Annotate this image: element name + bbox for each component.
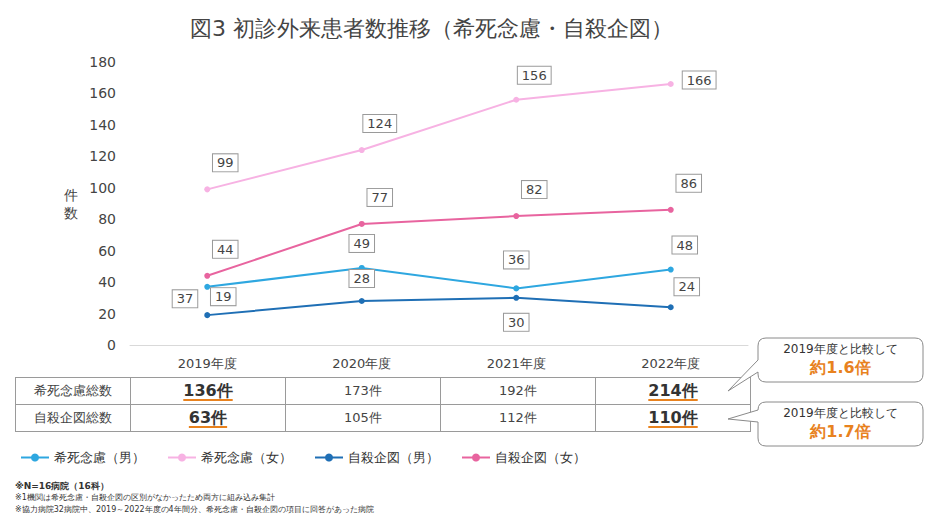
svg-text:99: 99 <box>217 155 234 170</box>
html-text:112件: 112件 <box>499 410 537 425</box>
svg-text:24: 24 <box>678 279 695 294</box>
svg-text:124: 124 <box>367 116 392 131</box>
html-text:※1機関は希死念慮・自殺企図の区別がなかったため両方に組み込: ※1機関は希死念慮・自殺企図の区別がなかったため両方に組み込み集計 <box>15 493 275 502</box>
svg-text:44: 44 <box>217 242 234 257</box>
svg-text:28: 28 <box>353 271 370 286</box>
svg-text:30: 30 <box>508 315 525 330</box>
html-text:希死念慮総数: 希死念慮総数 <box>34 383 112 398</box>
svg-text:図3 初診外来患者数推移（希死念慮・自殺企図）: 図3 初診外来患者数推移（希死念慮・自殺企図） <box>190 16 673 41</box>
svg-text:60: 60 <box>98 243 116 259</box>
html-text:約1.7倍: 約1.7倍 <box>810 422 871 441</box>
html-text:192件: 192件 <box>499 383 537 398</box>
svg-text:自殺企図（女）: 自殺企図（女） <box>495 450 586 465</box>
svg-text:140: 140 <box>89 117 116 133</box>
html-text:※協力病院32病院中、2019～2022年度の4年間分、希死: ※協力病院32病院中、2019～2022年度の4年間分、希死念慮・自殺企図の項目… <box>15 505 374 514</box>
svg-text:49: 49 <box>353 236 370 251</box>
svg-text:86: 86 <box>680 176 697 191</box>
svg-text:100: 100 <box>89 180 116 196</box>
html-text:63件: 63件 <box>188 407 228 427</box>
svg-text:48: 48 <box>676 238 693 253</box>
svg-text:希死念慮（男）: 希死念慮（男） <box>54 450 145 465</box>
svg-text:0: 0 <box>107 337 116 353</box>
html-text:105件: 105件 <box>344 410 382 425</box>
svg-text:2021年度: 2021年度 <box>487 356 546 371</box>
svg-text:156: 156 <box>522 68 547 83</box>
svg-text:120: 120 <box>89 148 116 164</box>
html-text:自殺企図総数: 自殺企図総数 <box>34 410 112 425</box>
svg-text:2020年度: 2020年度 <box>332 356 391 371</box>
svg-text:希死念慮（女）: 希死念慮（女） <box>201 450 292 465</box>
svg-text:40: 40 <box>98 274 116 290</box>
svg-text:160: 160 <box>89 85 116 101</box>
svg-text:数: 数 <box>64 205 78 221</box>
svg-text:77: 77 <box>371 190 388 205</box>
html-text:214件: 214件 <box>648 380 698 400</box>
svg-text:80: 80 <box>98 211 116 227</box>
svg-text:2022年度: 2022年度 <box>641 356 700 371</box>
svg-text:82: 82 <box>526 182 543 197</box>
html-text:約1.6倍: 約1.6倍 <box>810 358 871 377</box>
html-text:136件: 136件 <box>183 380 233 400</box>
svg-text:19: 19 <box>215 289 232 304</box>
svg-text:36: 36 <box>508 252 525 267</box>
svg-text:件: 件 <box>64 187 78 203</box>
svg-text:180: 180 <box>89 54 116 70</box>
svg-text:166: 166 <box>687 73 712 88</box>
html-text:2019年度と比較して: 2019年度と比較して <box>783 342 898 356</box>
svg-text:2019年度: 2019年度 <box>178 356 237 371</box>
svg-text:20: 20 <box>98 306 116 322</box>
svg-text:37: 37 <box>177 291 194 306</box>
html-text:173件: 173件 <box>344 383 382 398</box>
svg-text:自殺企図（男）: 自殺企図（男） <box>348 450 439 465</box>
html-text:※N=16病院（16科）: ※N=16病院（16科） <box>15 481 109 491</box>
html-text:110件: 110件 <box>648 407 698 427</box>
html-text:2019年度と比較して: 2019年度と比較して <box>783 406 898 420</box>
